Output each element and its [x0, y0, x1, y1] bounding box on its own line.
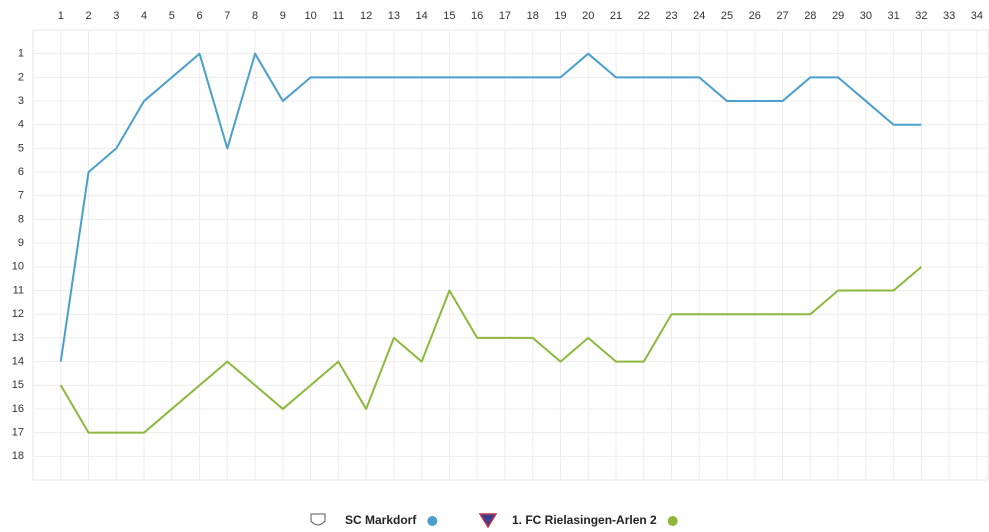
x-tick-label: 13 — [388, 10, 400, 22]
y-tick-label: 12 — [12, 308, 24, 320]
x-tick-label: 3 — [113, 10, 119, 22]
series-line — [59, 266, 923, 434]
x-tick-label: 9 — [280, 10, 286, 22]
y-tick-label: 15 — [12, 379, 24, 391]
x-tick-label: 2 — [85, 10, 91, 22]
team-logo — [478, 513, 498, 529]
x-tick-label: 21 — [610, 10, 622, 22]
x-tick-label: 7 — [224, 10, 230, 22]
x-tick-label: 19 — [554, 10, 566, 22]
legend-label: SC Markdorf — [345, 513, 417, 527]
x-tick-label: 31 — [887, 10, 899, 22]
x-tick-label: 15 — [443, 10, 455, 22]
x-tick-label: 16 — [471, 10, 483, 22]
legend-marker — [667, 516, 678, 526]
y-tick-label: 9 — [18, 237, 24, 249]
x-tick-label: 8 — [252, 10, 258, 22]
team-logo — [310, 513, 326, 526]
y-tick-label: 6 — [18, 166, 24, 178]
y-tick-label: 11 — [13, 284, 24, 296]
plot-area — [32, 29, 989, 481]
series-line — [59, 52, 922, 362]
x-tick-label: 6 — [197, 10, 203, 22]
x-tick-label: 32 — [915, 10, 927, 22]
x-tick-label: 27 — [776, 10, 788, 22]
x-tick-label: 25 — [721, 10, 733, 22]
x-tick-label: 29 — [832, 10, 844, 22]
x-tick-label: 5 — [169, 10, 175, 22]
x-tick-label: 10 — [304, 10, 316, 22]
y-tick-label: 16 — [12, 403, 24, 415]
x-tick-label: 28 — [804, 10, 816, 22]
x-tick-label: 14 — [416, 10, 428, 22]
y-tick-label: 5 — [18, 142, 24, 154]
x-tick-label: 18 — [527, 10, 539, 22]
y-tick-label: 18 — [12, 450, 24, 462]
x-tick-label: 17 — [499, 10, 511, 22]
y-tick-label: 8 — [18, 213, 24, 225]
x-tick-label: 20 — [582, 10, 594, 22]
legend-marker — [427, 516, 438, 526]
x-tick-label: 1 — [58, 10, 64, 22]
y-tick-label: 7 — [18, 190, 24, 202]
x-tick-label: 26 — [749, 10, 761, 22]
y-tick-label: 1 — [18, 48, 24, 60]
legend-label: 1. FC Rielasingen-Arlen 2 — [512, 513, 657, 527]
y-tick-label: 17 — [12, 427, 24, 439]
y-tick-label: 2 — [18, 71, 24, 83]
x-tick-label: 33 — [943, 10, 955, 22]
x-tick-label: 30 — [860, 10, 872, 22]
x-tick-label: 34 — [971, 10, 983, 22]
x-tick-label: 23 — [665, 10, 677, 22]
legend: SC Markdorf 1. FC Rielasingen-Arlen 2 — [310, 513, 678, 529]
x-tick-label: 11 — [333, 10, 344, 22]
y-tick-label: 10 — [12, 261, 24, 273]
x-tick-label: 12 — [360, 10, 372, 22]
x-tick-label: 22 — [638, 10, 650, 22]
y-tick-label: 4 — [18, 119, 24, 131]
y-tick-label: 14 — [12, 355, 24, 367]
y-tick-label: 3 — [18, 95, 24, 107]
y-tick-label: 13 — [12, 332, 24, 344]
x-tick-label: 4 — [141, 10, 147, 22]
x-tick-label: 24 — [693, 10, 705, 22]
